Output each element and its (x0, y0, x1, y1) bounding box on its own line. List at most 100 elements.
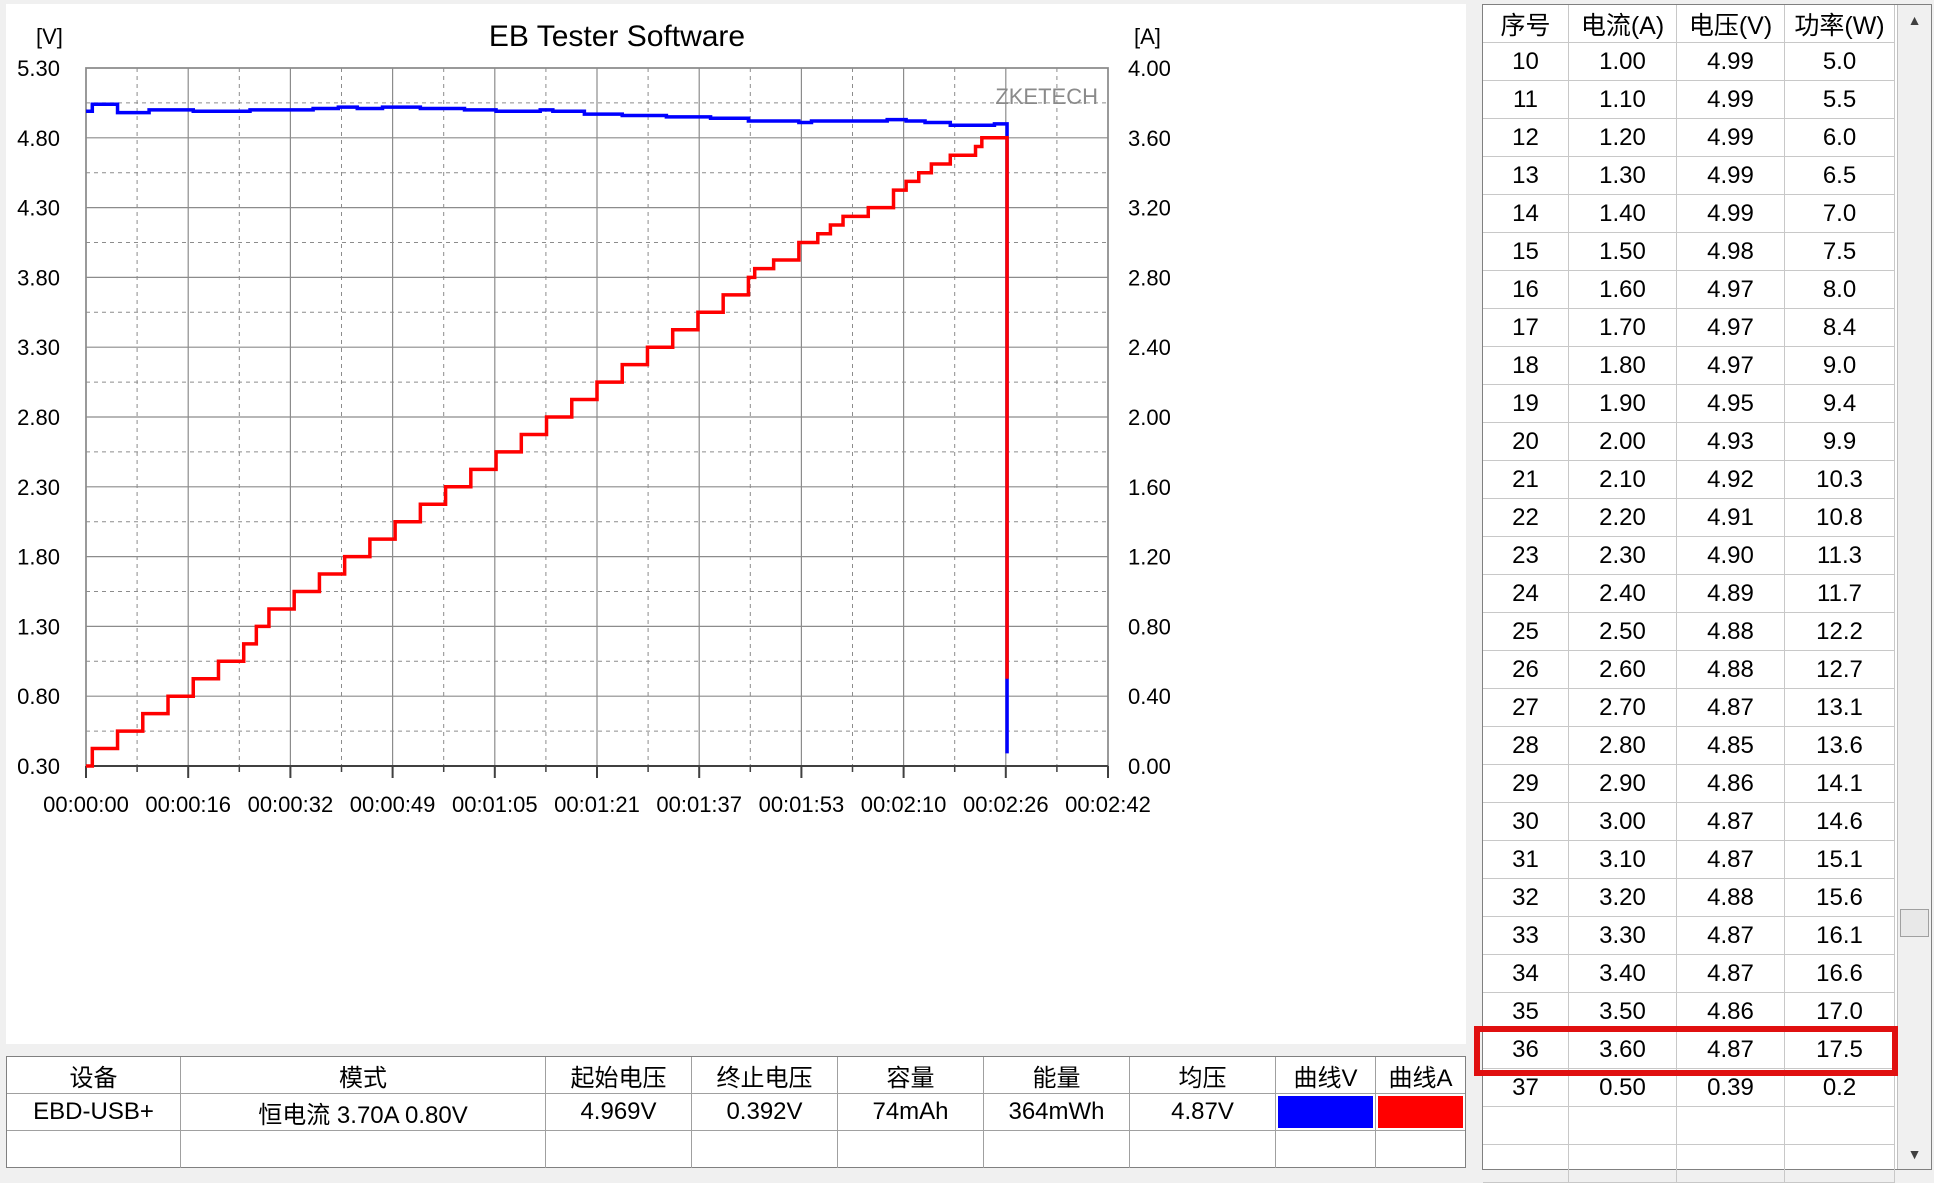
table-cell: 4.89 (1677, 575, 1785, 612)
table-cell (1569, 1145, 1677, 1182)
table-cell: 37 (1483, 1069, 1569, 1106)
table-row[interactable]: 29 2.90 4.86 14.1 (1483, 765, 1895, 803)
curve-v-color[interactable] (1276, 1094, 1376, 1130)
header-end-voltage: 终止电压 (692, 1057, 838, 1093)
table-row[interactable]: 15 1.50 4.98 7.5 (1483, 233, 1895, 271)
table-cell: 3.30 (1569, 917, 1677, 954)
table-cell: 4.98 (1677, 233, 1785, 270)
table-cell: 15.1 (1785, 841, 1895, 878)
right-tick-label: 0.40 (1128, 684, 1171, 709)
summary-table: 设备 模式 起始电压 终止电压 容量 能量 均压 曲线V 曲线A EBD-USB… (6, 1056, 1466, 1168)
table-row[interactable] (1483, 1145, 1895, 1183)
table-row[interactable]: 23 2.30 4.90 11.3 (1483, 537, 1895, 575)
empty-cell (7, 1131, 181, 1168)
table-cell: 1.60 (1569, 271, 1677, 308)
table-cell: 20 (1483, 423, 1569, 460)
table-row[interactable]: 27 2.70 4.87 13.1 (1483, 689, 1895, 727)
x-tick-label: 00:00:32 (248, 792, 334, 817)
table-cell: 16.6 (1785, 955, 1895, 992)
table-row[interactable] (1483, 1107, 1895, 1145)
table-cell: 4.97 (1677, 309, 1785, 346)
curve-a-color[interactable] (1376, 1094, 1465, 1130)
table-cell: 16.1 (1785, 917, 1895, 954)
x-tick-label: 00:00:00 (43, 792, 129, 817)
table-cell: 2.30 (1569, 537, 1677, 574)
right-tick-label: 1.20 (1128, 545, 1171, 570)
empty-cell (984, 1131, 1130, 1168)
table-row[interactable]: 30 3.00 4.87 14.6 (1483, 803, 1895, 841)
voltage-series-line (86, 102, 1009, 754)
table-row[interactable]: 17 1.70 4.97 8.4 (1483, 309, 1895, 347)
table-row[interactable]: 28 2.80 4.85 13.6 (1483, 727, 1895, 765)
chevron-down-icon[interactable]: ▼ (1898, 1139, 1931, 1169)
x-tick-label: 00:01:53 (759, 792, 845, 817)
table-row[interactable]: 37 0.50 0.39 0.2 (1483, 1069, 1895, 1107)
current-color-swatch[interactable] (1378, 1096, 1463, 1128)
table-row[interactable]: 32 3.20 4.88 15.6 (1483, 879, 1895, 917)
x-tick-label: 00:00:49 (350, 792, 436, 817)
table-cell: 29 (1483, 765, 1569, 802)
table-row[interactable]: 10 1.00 4.99 5.0 (1483, 43, 1895, 81)
vertical-scrollbar[interactable]: ▲ ▼ (1897, 5, 1931, 1169)
x-tick-label: 00:01:05 (452, 792, 538, 817)
table-row[interactable]: 16 1.60 4.97 8.0 (1483, 271, 1895, 309)
left-tick-label: 0.30 (17, 754, 60, 779)
scrollbar-thumb[interactable] (1900, 909, 1929, 937)
table-cell: 4.95 (1677, 385, 1785, 422)
table-row[interactable]: 22 2.20 4.91 10.8 (1483, 499, 1895, 537)
table-cell: 21 (1483, 461, 1569, 498)
chevron-up-icon[interactable]: ▲ (1898, 5, 1931, 35)
table-cell: 27 (1483, 689, 1569, 726)
table-row[interactable]: 34 3.40 4.87 16.6 (1483, 955, 1895, 993)
x-tick-label: 00:01:21 (554, 792, 640, 817)
table-row[interactable]: 21 2.10 4.92 10.3 (1483, 461, 1895, 499)
header-avg-voltage: 均压 (1130, 1057, 1276, 1093)
table-row[interactable]: 36 3.60 4.87 17.5 (1483, 1031, 1895, 1069)
mode-value: 恒电流 3.70A 0.80V (181, 1094, 546, 1130)
table-row[interactable]: 31 3.10 4.87 15.1 (1483, 841, 1895, 879)
table-row[interactable]: 12 1.20 4.99 6.0 (1483, 119, 1895, 157)
table-row[interactable]: 19 1.90 4.95 9.4 (1483, 385, 1895, 423)
table-cell: 9.4 (1785, 385, 1895, 422)
table-cell: 0.50 (1569, 1069, 1677, 1106)
table-cell (1785, 1145, 1895, 1182)
table-row[interactable]: 25 2.50 4.88 12.2 (1483, 613, 1895, 651)
table-cell: 3.60 (1569, 1031, 1677, 1068)
table-row[interactable]: 11 1.10 4.99 5.5 (1483, 81, 1895, 119)
voltage-color-swatch[interactable] (1278, 1096, 1373, 1128)
header-capacity: 容量 (838, 1057, 984, 1093)
table-cell: 1.30 (1569, 157, 1677, 194)
table-row[interactable]: 35 3.50 4.86 17.0 (1483, 993, 1895, 1031)
table-cell: 13.6 (1785, 727, 1895, 764)
table-cell: 30 (1483, 803, 1569, 840)
table-row[interactable]: 18 1.80 4.97 9.0 (1483, 347, 1895, 385)
header-device: 设备 (7, 1057, 181, 1093)
table-cell: 31 (1483, 841, 1569, 878)
table-cell: 36 (1483, 1031, 1569, 1068)
table-cell: 25 (1483, 613, 1569, 650)
table-row[interactable]: 13 1.30 4.99 6.5 (1483, 157, 1895, 195)
watermark-text: ZKETECH (995, 84, 1098, 109)
table-row[interactable]: 24 2.40 4.89 11.7 (1483, 575, 1895, 613)
table-cell: 2.70 (1569, 689, 1677, 726)
table-cell: 3.00 (1569, 803, 1677, 840)
right-tick-label: 2.80 (1128, 265, 1171, 290)
table-cell: 4.88 (1677, 651, 1785, 688)
table-cell: 17.0 (1785, 993, 1895, 1030)
table-row[interactable]: 33 3.30 4.87 16.1 (1483, 917, 1895, 955)
table-row[interactable]: 26 2.60 4.88 12.7 (1483, 651, 1895, 689)
summary-data-row[interactable]: EBD-USB+ 恒电流 3.70A 0.80V 4.969V 0.392V 7… (7, 1094, 1465, 1131)
table-cell: 5.5 (1785, 81, 1895, 118)
step-table-panel: 序号 电流(A) 电压(V) 功率(W) 10 1.00 4.99 5.0 11 1.10 4.99… (1482, 4, 1932, 1183)
left-tick-label: 2.30 (17, 475, 60, 500)
table-row[interactable]: 20 2.00 4.93 9.9 (1483, 423, 1895, 461)
right-tick-label: 0.80 (1128, 614, 1171, 639)
table-cell: 9.0 (1785, 347, 1895, 384)
table-cell: 4.86 (1677, 765, 1785, 802)
table-cell: 2.10 (1569, 461, 1677, 498)
table-cell: 3.50 (1569, 993, 1677, 1030)
table-cell: 4.85 (1677, 727, 1785, 764)
table-cell: 13.1 (1785, 689, 1895, 726)
left-tick-label: 2.80 (17, 405, 60, 430)
table-row[interactable]: 14 1.40 4.99 7.0 (1483, 195, 1895, 233)
